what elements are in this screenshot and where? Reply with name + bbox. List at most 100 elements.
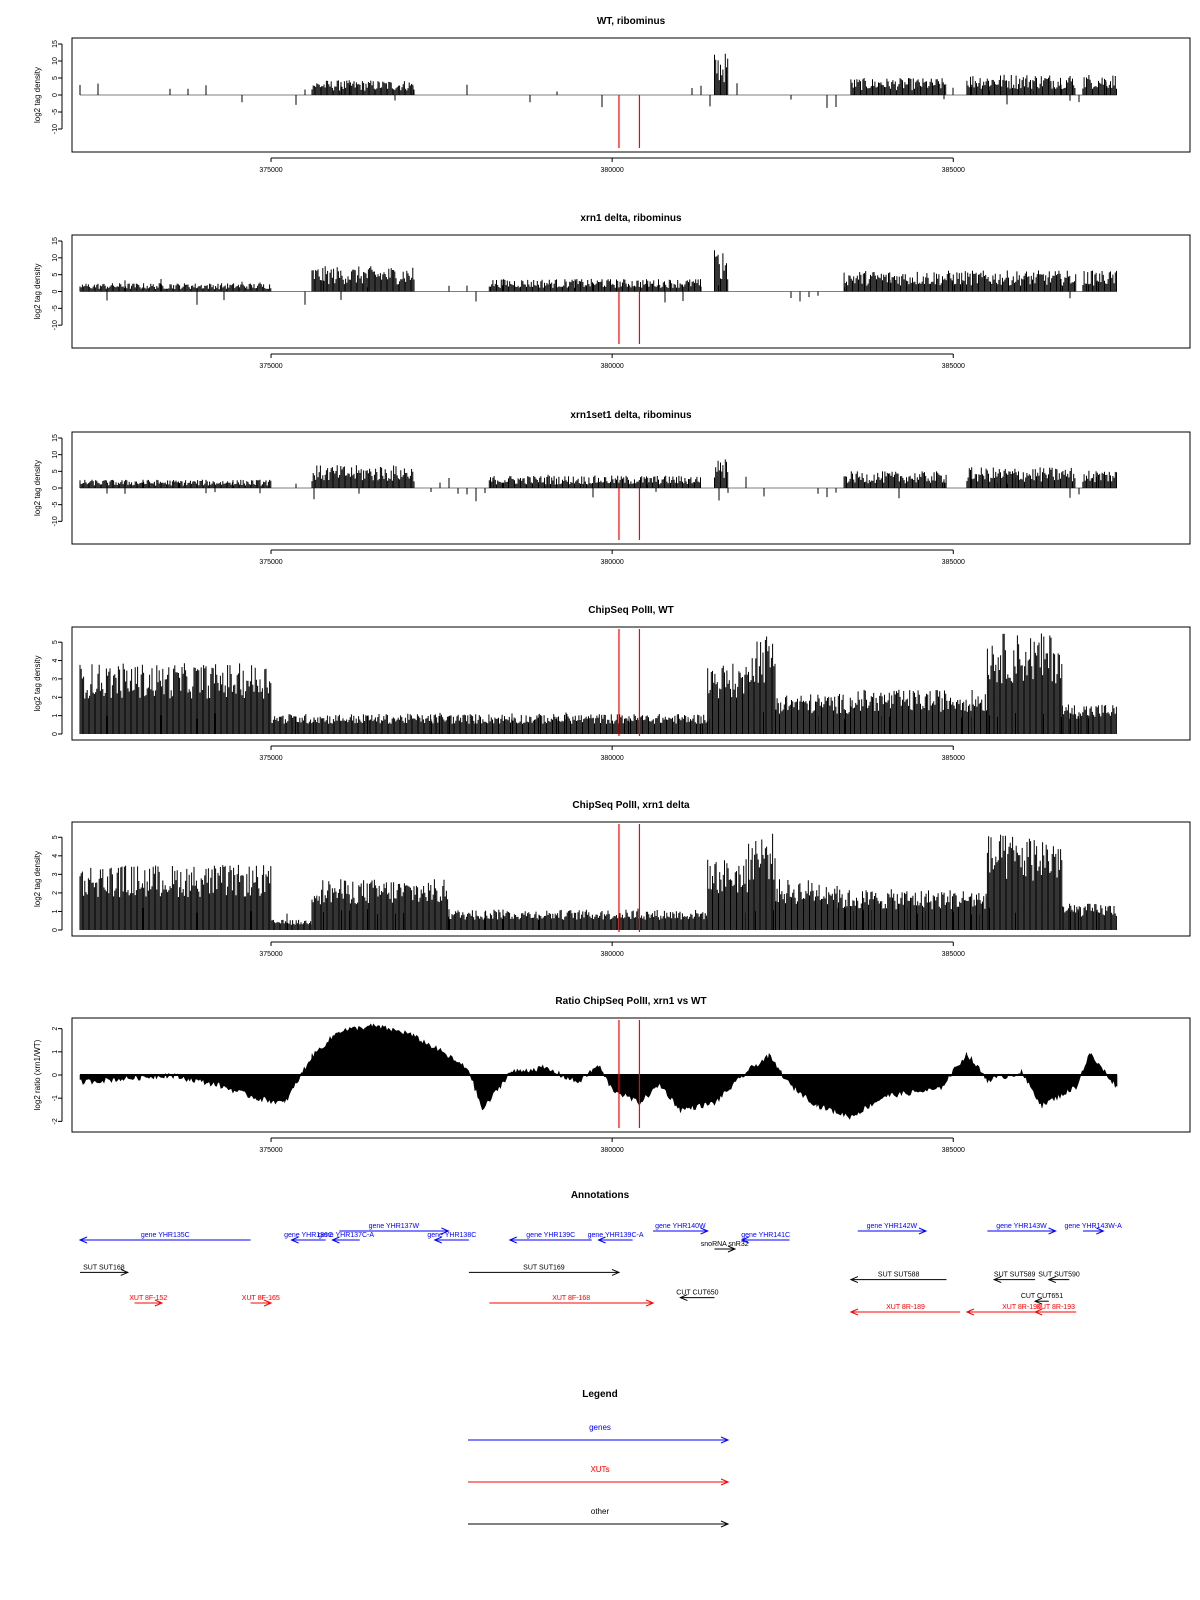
annotation-feature: gene YHR143W — [987, 1223, 1057, 1235]
feature-label: gene YHR143W-A — [1064, 1223, 1122, 1230]
x-tick-label: 375000 — [259, 755, 282, 762]
plot-frame — [71, 626, 1191, 741]
plot-frame — [71, 431, 1191, 545]
feature-arrow-head — [120, 1268, 130, 1276]
feature-arrow-head — [263, 1299, 273, 1307]
y-tick-label: 0 — [52, 1073, 59, 1077]
feature-label: gene YHR135C — [141, 1232, 190, 1239]
y-tick-label: 10 — [52, 451, 59, 459]
annotation-feature: SUT SUT169 — [468, 1264, 621, 1276]
legend-title: Legend — [582, 1389, 618, 1400]
x-tick-label: 385000 — [942, 167, 965, 174]
legend-entry: other — [468, 1507, 730, 1528]
feature-label: XUT 8F-168 — [552, 1295, 590, 1302]
feature-arrow-head — [441, 1227, 450, 1235]
annotation-feature: gene YHR136C — [284, 1232, 333, 1244]
y-tick-label: 1 — [52, 1050, 59, 1054]
y-tick-label: 15 — [52, 237, 59, 245]
signal-series — [79, 833, 1117, 930]
feature-label: gene YHR137C-A — [318, 1232, 374, 1239]
annotation-feature: gene YHR143W-A — [1064, 1223, 1122, 1235]
feature-arrow-head — [1033, 1308, 1043, 1316]
signal-bars — [79, 833, 1117, 930]
plot-frame — [71, 1017, 1191, 1133]
y-tick-label: 3 — [52, 872, 59, 876]
y-tick-label: 2 — [52, 1027, 59, 1031]
y-axis-label: log2 ratio (xrn1/WT) — [33, 1039, 42, 1110]
y-tick-label: 5 — [52, 469, 59, 473]
annotation-feature: XUT 8F-165 — [242, 1295, 280, 1307]
feature-arrow-head — [433, 1236, 442, 1244]
feature-arrow-head — [331, 1236, 340, 1244]
annotation-feature: gene YHR140W — [653, 1223, 709, 1235]
y-tick-label: 2 — [52, 891, 59, 895]
annotation-feature: snoRNA snR32 — [701, 1241, 749, 1253]
y-tick-label: -10 — [52, 320, 59, 330]
plot-frame — [71, 234, 1191, 349]
y-tick-label: 15 — [52, 434, 59, 442]
signal-bars — [79, 633, 1117, 734]
feature-label: XUT 8F-152 — [129, 1295, 167, 1302]
x-tick-label: 380000 — [600, 363, 623, 370]
feature-label: gene YHR142W — [867, 1223, 918, 1230]
legend-label: genes — [589, 1423, 611, 1432]
feature-label: SUT SUT589 — [994, 1272, 1036, 1279]
signal-bars — [79, 250, 1117, 305]
annotation-feature: gene YHR142W — [857, 1223, 928, 1235]
x-tick-label: 385000 — [942, 951, 965, 958]
y-axis-label: log2 tag density — [33, 460, 42, 516]
feature-label: snoRNA snR32 — [701, 1241, 749, 1248]
y-tick-label: 0 — [52, 289, 59, 293]
annotation-feature: XUT 8F-168 — [489, 1295, 655, 1307]
x-tick-label: 385000 — [942, 559, 965, 566]
x-tick-label: 385000 — [942, 755, 965, 762]
annotation-feature: gene YHR139C — [508, 1232, 592, 1244]
annotation-feature: SUT SUT589 — [992, 1272, 1036, 1284]
feature-arrow-head — [1047, 1276, 1056, 1284]
panel-title: WT, ribominus — [597, 16, 666, 27]
annotation-feature: CUT CUT650 — [676, 1290, 719, 1302]
y-tick-label: 0 — [52, 486, 59, 490]
y-tick-label: -5 — [52, 109, 59, 115]
signal-series — [79, 459, 1117, 502]
feature-label: XUT 8R-189 — [886, 1304, 925, 1311]
panel-title: ChipSeq PolII, xrn1 delta — [572, 800, 690, 811]
x-tick-label: 385000 — [942, 1147, 965, 1154]
annotation-feature: XUT 8R-189 — [849, 1304, 961, 1316]
y-tick-label: 4 — [52, 658, 59, 662]
y-axis-label: log2 tag density — [33, 655, 42, 711]
panel-title: ChipSeq PolII, WT — [588, 605, 674, 616]
annotation-feature: XUT 8R-193 — [1033, 1304, 1077, 1316]
signal-series — [79, 1023, 1118, 1120]
y-tick-label: 5 — [52, 640, 59, 644]
feature-label: gene YHR138C — [427, 1232, 476, 1239]
y-tick-label: 5 — [52, 273, 59, 277]
x-tick-label: 375000 — [259, 167, 282, 174]
legend-arrow-head — [720, 1478, 730, 1486]
feature-arrow-head — [700, 1227, 709, 1235]
legend-entry: genes — [468, 1423, 730, 1444]
x-tick-label: 375000 — [259, 1147, 282, 1154]
plot-frame — [71, 37, 1191, 153]
feature-arrow-head — [740, 1236, 749, 1244]
x-tick-label: 380000 — [600, 167, 623, 174]
feature-label: SUT SUT169 — [523, 1264, 565, 1271]
legend-arrow-head — [720, 1436, 730, 1444]
annotation-feature: gene YHR135C — [78, 1232, 251, 1244]
feature-arrow-head — [992, 1276, 1002, 1284]
annotation-feature: gene YHR139C-A — [588, 1232, 644, 1244]
panel-title: Ratio ChipSeq PolII, xrn1 vs WT — [555, 996, 706, 1007]
feature-arrow-head — [1033, 1297, 1043, 1305]
feature-arrow-head — [918, 1227, 928, 1235]
track-panel-3: xrn1set1 delta, ribominus 15 10 5 0 -5 -10 log2… — [33, 410, 1191, 566]
annotation-feature: CUT CUT651 — [1021, 1293, 1063, 1305]
feature-label: gene YHR139C — [526, 1232, 575, 1239]
y-axis-label: log2 tag density — [33, 67, 42, 123]
track-panel-2: xrn1 delta, ribominus 15 10 5 0 -5 -10 log2 tag… — [33, 213, 1191, 370]
x-tick-label: 380000 — [600, 559, 623, 566]
x-tick-label: 375000 — [259, 951, 282, 958]
y-tick-label: 4 — [52, 854, 59, 858]
feature-label: gene YHR141C — [741, 1232, 790, 1239]
y-tick-label: 1 — [52, 909, 59, 913]
feature-arrow-head — [78, 1236, 88, 1244]
